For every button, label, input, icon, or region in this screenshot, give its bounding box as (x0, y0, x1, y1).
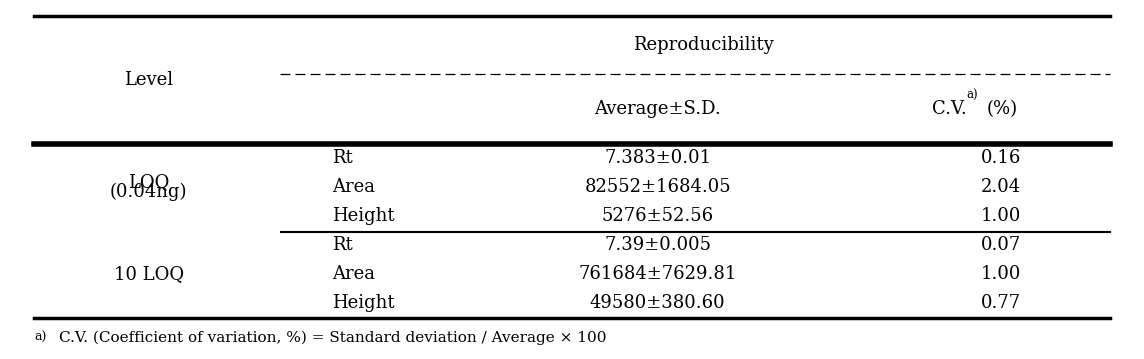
Text: Average±S.D.: Average±S.D. (595, 99, 721, 118)
Text: 7.383±0.01: 7.383±0.01 (604, 149, 712, 167)
Text: Rt: Rt (332, 149, 352, 167)
Text: Height: Height (332, 294, 395, 312)
Text: 2.04: 2.04 (980, 178, 1022, 196)
Text: a): a) (34, 331, 47, 344)
Text: 1.00: 1.00 (980, 207, 1022, 225)
Text: a): a) (967, 88, 978, 102)
Text: 761684±7629.81: 761684±7629.81 (579, 265, 737, 283)
Text: 82552±1684.05: 82552±1684.05 (585, 178, 731, 196)
Text: Height: Height (332, 207, 395, 225)
Text: 0.77: 0.77 (980, 294, 1022, 312)
Text: 10 LOQ: 10 LOQ (113, 265, 184, 283)
Text: 49580±380.60: 49580±380.60 (590, 294, 725, 312)
Text: LOQ: LOQ (128, 173, 169, 191)
Text: C.V.: C.V. (932, 99, 967, 118)
Text: Rt: Rt (332, 236, 352, 254)
Text: 0.16: 0.16 (980, 149, 1022, 167)
Text: 7.39±0.005: 7.39±0.005 (604, 236, 712, 254)
Text: C.V. (Coefficient of variation, %) = Standard deviation / Average × 100: C.V. (Coefficient of variation, %) = Sta… (59, 330, 607, 345)
Text: Level: Level (125, 71, 173, 89)
Text: 0.07: 0.07 (980, 236, 1022, 254)
Text: (0.04ng): (0.04ng) (110, 183, 188, 201)
Text: 5276±52.56: 5276±52.56 (602, 207, 714, 225)
Text: Area: Area (332, 178, 375, 196)
Text: (%): (%) (986, 99, 1017, 118)
Text: Reproducibility: Reproducibility (633, 36, 774, 54)
Text: 1.00: 1.00 (980, 265, 1022, 283)
Text: Area: Area (332, 265, 375, 283)
